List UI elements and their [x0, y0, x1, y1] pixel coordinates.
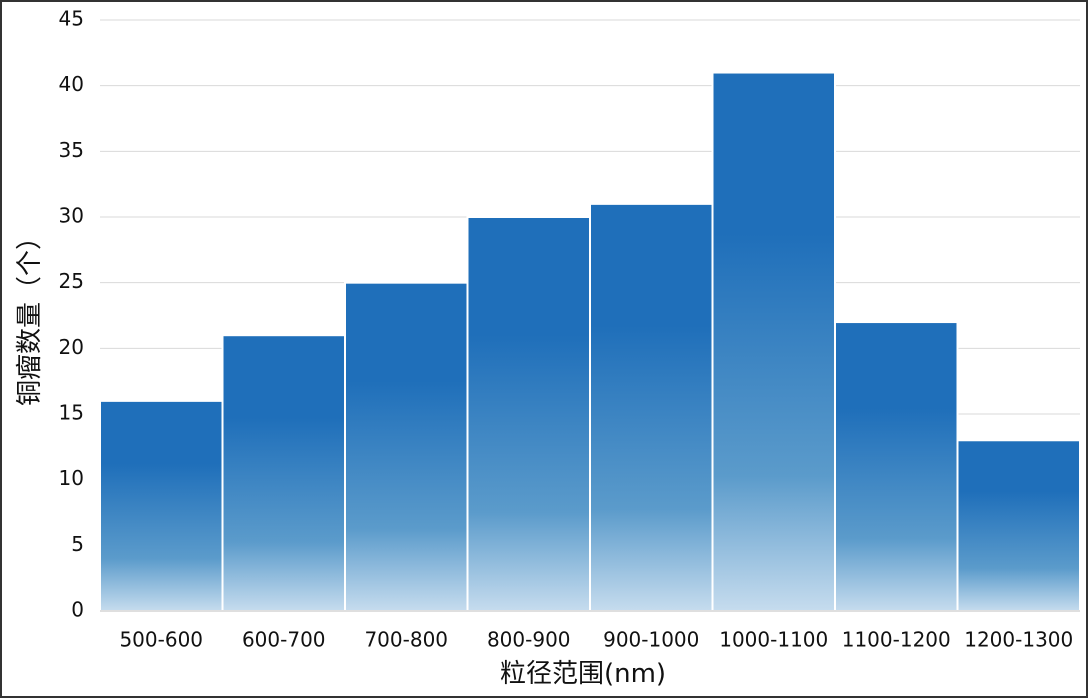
x-axis-title: 粒径范围(nm) [500, 659, 666, 689]
x-tick-label: 700-800 [364, 628, 448, 652]
y-tick-label: 40 [59, 72, 84, 96]
y-tick-label: 30 [59, 204, 84, 228]
x-tick-label: 1100-1200 [842, 628, 951, 652]
x-tick-label: 800-900 [487, 628, 571, 652]
y-axis-title: 铜瘤数量（个） [15, 224, 45, 406]
y-tick-label: 35 [59, 138, 84, 162]
bar [711, 71, 836, 613]
x-tick-label: 1200-1300 [964, 628, 1073, 652]
y-tick-label: 0 [71, 598, 84, 622]
bar [344, 281, 469, 612]
bar [956, 439, 1081, 612]
y-tick-label: 15 [59, 401, 84, 425]
y-tick-label: 20 [59, 335, 84, 359]
x-tick-label: 600-700 [242, 628, 326, 652]
bar [99, 399, 224, 612]
bar [834, 321, 959, 612]
x-tick-label: 1000-1100 [719, 628, 828, 652]
bar [466, 216, 591, 612]
y-tick-label: 5 [71, 532, 84, 556]
bar [589, 202, 714, 612]
y-tick-label: 25 [59, 269, 84, 293]
x-tick-label: 500-600 [119, 628, 203, 652]
x-tick-label: 900-1000 [603, 628, 699, 652]
bar [221, 334, 346, 612]
y-tick-label: 10 [59, 466, 84, 490]
y-tick-label: 45 [59, 7, 84, 31]
